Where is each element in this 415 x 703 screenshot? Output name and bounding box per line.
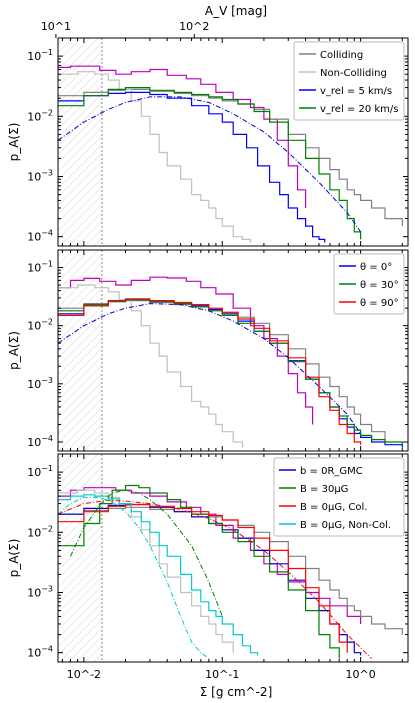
- histogram-series: [58, 284, 244, 448]
- panel-middle: 10−4 10−3 10−2 10−1 p_A(Σ) θ = 0° θ = 30° θ = 9…: [7, 249, 409, 452]
- model-curve: [70, 489, 223, 617]
- panel-bottom: 10−4 10−3 10−2 10−1 p_A(Σ) b = 0R_GMC B = 30μG…: [7, 453, 409, 681]
- legend-label: B = 30μG: [300, 484, 348, 495]
- legend: b = 0R_GMC B = 30μG B = 0μG, Col. B = 0μG, …: [273, 457, 405, 537]
- y-tick-label: 10−2: [27, 108, 53, 123]
- y-tick-label: 10−4: [27, 434, 53, 449]
- model-curve: [58, 303, 362, 434]
- histogram-series: [58, 299, 403, 448]
- legend-label: B = 0μG, Col.: [300, 502, 368, 513]
- model-curve: [58, 496, 210, 659]
- y-axis-label: p_A(Σ): [7, 123, 21, 162]
- shaded-region: [58, 38, 102, 246]
- legend: Colliding Non-Colliding v_rel = 5 km/s v_re…: [293, 41, 405, 121]
- y-tick-label: 10−1: [27, 48, 53, 63]
- y-axis-label: p_A(Σ): [7, 331, 21, 370]
- legend-label: b = 0R_GMC: [300, 466, 363, 477]
- histogram-series: [58, 87, 362, 240]
- axes-frame: [57, 37, 409, 247]
- shaded-region: [58, 250, 102, 451]
- histogram-series: [58, 489, 234, 653]
- histogram-series: [58, 298, 362, 445]
- top-tick-label: 10^2: [179, 20, 209, 33]
- histogram-series: [58, 494, 259, 656]
- top-axis-label: A_V [mag]: [205, 4, 267, 18]
- x-tick-label: 10^0: [346, 668, 376, 681]
- histogram-series: [58, 276, 314, 425]
- histogram-series: [58, 300, 386, 442]
- y-tick-label: 10−1: [27, 260, 53, 275]
- legend-label: Non-Colliding: [320, 68, 387, 79]
- legend-label: θ = 90°: [360, 298, 399, 309]
- shaded-region: [58, 454, 102, 662]
- histogram-series: [58, 91, 326, 243]
- y-tick-label: 10−4: [27, 645, 53, 660]
- histogram-series: [58, 299, 403, 445]
- x-tick-label: 10^-1: [205, 668, 239, 681]
- panel-top: 10−4 10−3 10−2 10−1 p_A(Σ) Colliding Non-Colli…: [7, 20, 409, 247]
- legend-label: θ = 30°: [360, 280, 399, 291]
- legend: θ = 0° θ = 30° θ = 90°: [333, 253, 405, 315]
- model-curve: [58, 96, 362, 233]
- model-curve: [58, 499, 372, 659]
- top-tick-label: 10^1: [41, 20, 71, 33]
- histogram-series: [58, 503, 348, 653]
- y-tick-label: 10−4: [27, 229, 53, 244]
- legend-label: v_rel = 20 km/s: [320, 104, 399, 115]
- y-tick-label: 10−1: [27, 464, 53, 479]
- axes-frame: [57, 453, 409, 663]
- legend-label: v_rel = 5 km/s: [320, 86, 392, 97]
- legend-label: θ = 0°: [360, 262, 392, 273]
- legend-label: B = 0μG, Non-Col.: [300, 520, 391, 531]
- y-tick-label: 10−2: [27, 318, 53, 333]
- y-tick-label: 10−3: [27, 376, 53, 391]
- x-tick-label: 10^-2: [67, 668, 101, 681]
- y-tick-label: 10−3: [27, 584, 53, 599]
- y-axis-label: p_A(Σ): [7, 539, 21, 578]
- y-tick-label: 10−3: [27, 168, 53, 183]
- histogram-series: [58, 65, 307, 208]
- axes-frame: [57, 249, 409, 452]
- legend-label: Colliding: [320, 50, 363, 61]
- histogram-series: [58, 71, 252, 243]
- y-tick-label: 10−2: [27, 524, 53, 539]
- x-axis-label: Σ [g cm^-2]: [200, 685, 273, 699]
